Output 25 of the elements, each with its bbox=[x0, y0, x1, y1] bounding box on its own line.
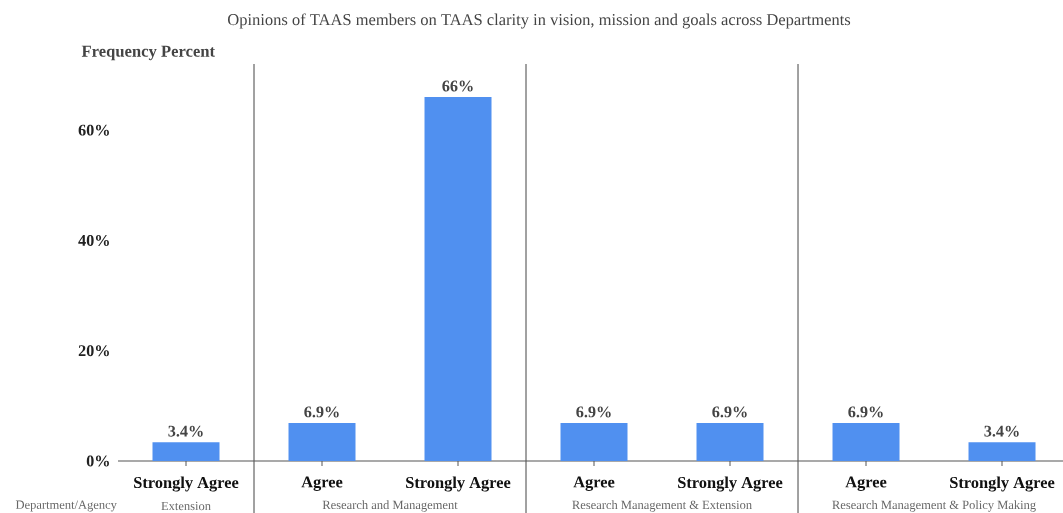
data-label: 6.9% bbox=[576, 406, 611, 418]
x-tick-label: Agree bbox=[301, 476, 343, 491]
x-axis-title: Research Management & Policy Making bbox=[832, 500, 1036, 512]
x-axis-title: Research and Management bbox=[322, 500, 458, 512]
data-label: 3.4% bbox=[168, 425, 203, 437]
data-label: 3.4% bbox=[984, 425, 1019, 437]
x-axis-title: Extension bbox=[161, 501, 211, 511]
x-tick-label: Agree bbox=[573, 476, 615, 491]
chart-title: Opinions of TAAS members on TAAS clarity in vision, mission and goals across Departments bbox=[227, 13, 851, 29]
data-label: 66% bbox=[442, 80, 473, 92]
x-axis-title: Research Management & Extension bbox=[572, 500, 752, 512]
y-tick-label: 60% bbox=[78, 124, 109, 136]
y-axis-title: Frequency Percent bbox=[81, 45, 215, 61]
x-tick-label: Strongly Agree bbox=[678, 476, 783, 492]
y-tick-label: 0% bbox=[86, 455, 109, 467]
data-label: 6.9% bbox=[848, 406, 883, 418]
y-tick-label: 40% bbox=[78, 234, 109, 246]
y-tick-label: 20% bbox=[78, 345, 109, 357]
x-tick-label: Strongly Agree bbox=[406, 476, 511, 492]
data-label: 6.9% bbox=[304, 406, 339, 418]
x-tick-label: Strongly Agree bbox=[950, 476, 1055, 492]
text: Department/Agency bbox=[15, 500, 117, 512]
x-tick-label: Strongly Agree bbox=[134, 476, 239, 492]
x-tick-label: Agree bbox=[845, 476, 887, 491]
data-label: 6.9% bbox=[712, 406, 747, 418]
